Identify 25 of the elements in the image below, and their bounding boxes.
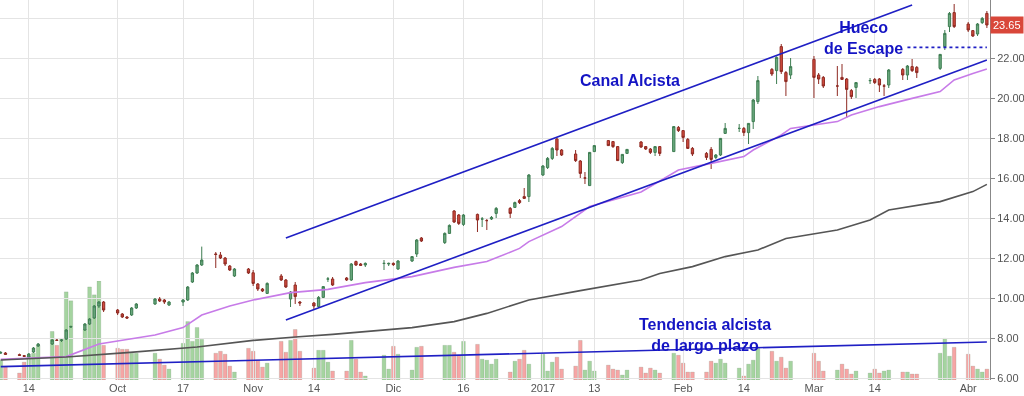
annotation: 23.65 bbox=[993, 19, 1021, 31]
x-tick-label: 16 bbox=[457, 382, 470, 394]
y-tick-label: 6.00 bbox=[997, 371, 1019, 384]
x-tick-label: Dic bbox=[385, 382, 402, 394]
x-tick-label: Abr bbox=[959, 382, 978, 394]
annotation: Canal Alcista bbox=[580, 72, 680, 89]
y-tick-label: 18.00 bbox=[997, 131, 1024, 144]
x-tick-label: 14 bbox=[22, 382, 35, 394]
y-tick-label: 12.00 bbox=[997, 251, 1024, 264]
y-tick-label: 14.00 bbox=[997, 211, 1024, 224]
y-tick-label: 22.00 bbox=[997, 51, 1024, 64]
x-tick-label: 13 bbox=[588, 382, 601, 394]
x-tick-label: 14 bbox=[737, 382, 750, 394]
x-tick-label: Feb bbox=[673, 382, 693, 394]
y-tick-label: 10.00 bbox=[997, 291, 1024, 304]
y-tick-label: 16.00 bbox=[997, 171, 1024, 184]
y-tick-label: 8.00 bbox=[997, 331, 1019, 344]
x-tick-label: Mar bbox=[804, 382, 824, 394]
x-tick-label: 17 bbox=[176, 382, 190, 394]
x-tick-label: Nov bbox=[243, 382, 264, 394]
x-tick-label: 14 bbox=[307, 382, 321, 394]
x-tick-label: Oct bbox=[109, 382, 127, 394]
x-tick-label: 2017 bbox=[530, 382, 556, 394]
x-tick-label: 14 bbox=[868, 382, 881, 394]
y-tick-label: 20.00 bbox=[997, 91, 1024, 104]
